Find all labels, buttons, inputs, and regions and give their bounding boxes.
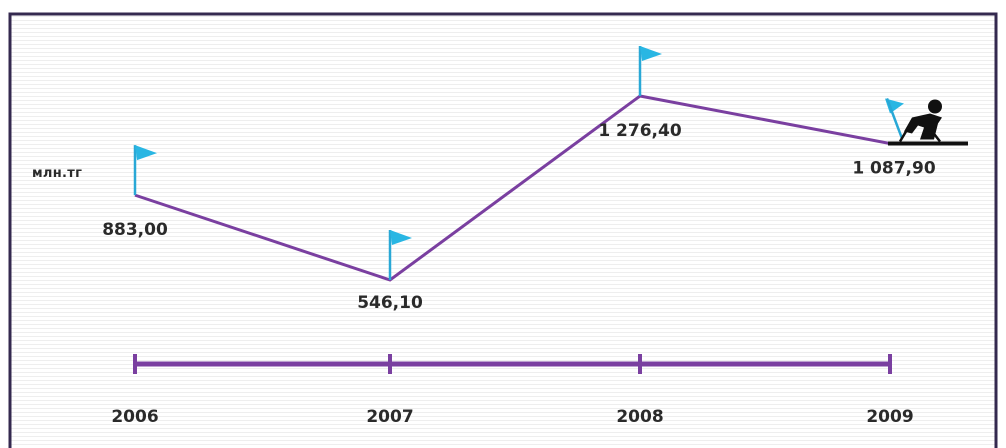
- series-line-group: [134, 94, 891, 282]
- tick-label: 2006: [111, 407, 158, 427]
- tick-label: 2007: [366, 407, 413, 427]
- data-label: 546,10: [357, 293, 423, 313]
- chart-frame: [8, 12, 998, 448]
- tick-label: 2008: [616, 407, 663, 427]
- series-line: [134, 94, 891, 282]
- skier-icon: [885, 98, 968, 146]
- flag-icon: [638, 46, 662, 96]
- timeline-axis: [133, 354, 892, 374]
- tick-labels: 2006 2007 2008 2009: [111, 407, 913, 427]
- unit-label: млн.тг: [32, 166, 82, 181]
- tick-label: 2009: [866, 407, 913, 427]
- data-label: 1 087,90: [852, 158, 936, 178]
- data-labels: 883,00 546,10 1 276,40 1 087,90: [102, 121, 936, 313]
- data-label: 883,00: [102, 220, 168, 240]
- flag-markers: [133, 46, 662, 280]
- flag-icon: [133, 145, 157, 196]
- data-label: 1 276,40: [598, 121, 682, 141]
- flag-icon: [388, 230, 412, 280]
